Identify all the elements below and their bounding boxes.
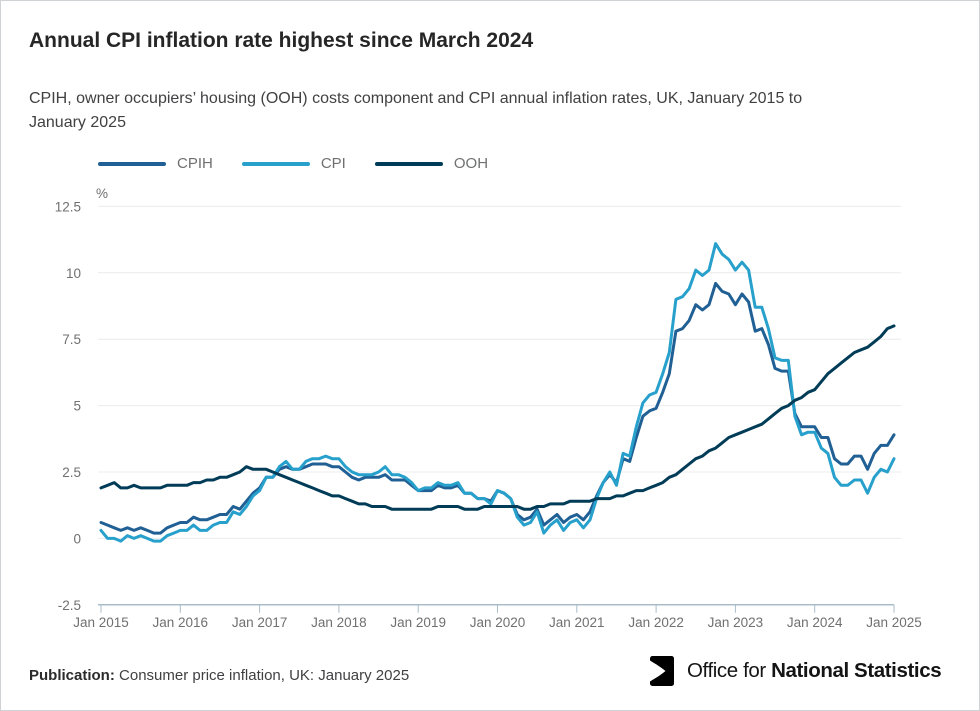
legend-label-ooh: OOH xyxy=(453,155,489,172)
ons-logo-text-bold: National Statistics xyxy=(771,659,942,682)
publication-label: Publication: xyxy=(29,667,115,684)
svg-text:Jan 2019: Jan 2019 xyxy=(390,615,446,630)
legend-item-ooh: OOH xyxy=(374,155,489,172)
ons-logo: Office for National Statistics xyxy=(650,656,942,686)
svg-text:12.5: 12.5 xyxy=(55,199,81,214)
svg-text:Jan 2015: Jan 2015 xyxy=(73,615,129,630)
svg-text:Jan 2018: Jan 2018 xyxy=(311,615,367,630)
ons-logo-text: Office for National Statistics xyxy=(687,659,942,683)
svg-text:%: % xyxy=(96,186,108,201)
svg-text:Jan 2020: Jan 2020 xyxy=(470,615,526,630)
svg-text:2.5: 2.5 xyxy=(62,465,81,480)
svg-text:0: 0 xyxy=(73,531,81,546)
chart-legend: CPIH CPI OOH xyxy=(98,155,517,172)
svg-text:Jan 2025: Jan 2025 xyxy=(866,615,922,630)
svg-text:Jan 2017: Jan 2017 xyxy=(232,615,288,630)
legend-item-cpih: CPIH xyxy=(98,155,213,172)
ons-logo-mark-icon xyxy=(650,656,674,686)
cpih-line-swatch-icon xyxy=(98,161,166,166)
svg-text:Jan 2021: Jan 2021 xyxy=(549,615,605,630)
svg-text:5: 5 xyxy=(73,399,81,414)
svg-text:Jan 2022: Jan 2022 xyxy=(628,615,684,630)
svg-text:Jan 2023: Jan 2023 xyxy=(708,615,764,630)
page-title: Annual CPI inflation rate highest since … xyxy=(29,29,534,52)
svg-text:Jan 2024: Jan 2024 xyxy=(787,615,843,630)
svg-text:-2.5: -2.5 xyxy=(58,598,81,613)
chart-subtitle-line2: January 2025 xyxy=(29,114,126,131)
legend-label-cpi: CPI xyxy=(320,155,346,172)
ooh-line-swatch-icon xyxy=(374,161,443,166)
ons-logo-text-regular: Office for xyxy=(687,659,772,682)
publication-text: Consumer price inflation, UK: January 20… xyxy=(119,667,410,684)
svg-text:7.5: 7.5 xyxy=(62,332,81,347)
svg-text:Jan 2016: Jan 2016 xyxy=(153,615,209,630)
cpi-line-swatch-icon xyxy=(241,161,310,166)
chart-subtitle: CPIH, owner occupiers’ housing (OOH) cos… xyxy=(29,87,939,135)
svg-text:10: 10 xyxy=(66,266,81,281)
inflation-chart: -2.5 0 2.5 5 7.5 10 12.5 Jan 2015 Jan 2016 Jan 20… xyxy=(55,186,922,630)
legend-label-cpih: CPIH xyxy=(177,155,213,172)
legend-item-cpi: CPI xyxy=(241,155,346,172)
publication-note: Publication: Consumer price inflation, U… xyxy=(29,667,409,684)
chart-subtitle-line1: CPIH, owner occupiers’ housing (OOH) cos… xyxy=(29,90,803,107)
